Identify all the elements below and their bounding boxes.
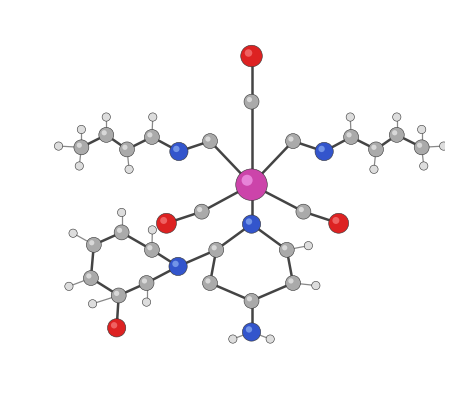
- Circle shape: [142, 278, 147, 283]
- Circle shape: [202, 276, 218, 290]
- Circle shape: [197, 207, 202, 212]
- Circle shape: [55, 142, 63, 150]
- Circle shape: [86, 273, 91, 278]
- Circle shape: [194, 204, 209, 219]
- Circle shape: [114, 291, 119, 296]
- Circle shape: [296, 204, 311, 219]
- Circle shape: [86, 237, 101, 252]
- Circle shape: [149, 113, 157, 121]
- Circle shape: [371, 145, 376, 150]
- Circle shape: [77, 125, 85, 134]
- Circle shape: [122, 145, 128, 150]
- Circle shape: [148, 226, 156, 234]
- Circle shape: [75, 162, 83, 170]
- Circle shape: [205, 137, 210, 142]
- Circle shape: [418, 125, 426, 134]
- Circle shape: [142, 298, 151, 306]
- Circle shape: [299, 207, 304, 212]
- Circle shape: [117, 228, 122, 233]
- Circle shape: [282, 245, 287, 250]
- Circle shape: [99, 127, 114, 142]
- Circle shape: [145, 242, 159, 257]
- Circle shape: [344, 129, 359, 144]
- Circle shape: [139, 276, 154, 290]
- Circle shape: [304, 242, 312, 250]
- Circle shape: [205, 278, 210, 283]
- Circle shape: [102, 113, 110, 121]
- Circle shape: [319, 146, 325, 152]
- Circle shape: [244, 94, 259, 109]
- Circle shape: [145, 129, 159, 144]
- Circle shape: [346, 132, 352, 137]
- Circle shape: [241, 45, 262, 67]
- Circle shape: [69, 229, 77, 237]
- Circle shape: [101, 130, 107, 135]
- Circle shape: [242, 175, 253, 186]
- Circle shape: [89, 300, 97, 308]
- Circle shape: [160, 217, 167, 224]
- Circle shape: [89, 240, 94, 245]
- Circle shape: [156, 213, 176, 233]
- Circle shape: [114, 225, 129, 240]
- Circle shape: [288, 137, 293, 142]
- Circle shape: [246, 218, 252, 225]
- Circle shape: [111, 288, 126, 303]
- Circle shape: [279, 242, 294, 257]
- Circle shape: [288, 278, 293, 283]
- Circle shape: [392, 113, 401, 121]
- Circle shape: [389, 127, 404, 142]
- Circle shape: [119, 142, 135, 157]
- Circle shape: [118, 208, 126, 217]
- Circle shape: [346, 113, 355, 121]
- Circle shape: [242, 215, 261, 233]
- Circle shape: [242, 323, 261, 341]
- Circle shape: [202, 134, 218, 149]
- Circle shape: [169, 257, 187, 276]
- Circle shape: [236, 169, 267, 200]
- Circle shape: [228, 335, 237, 343]
- Circle shape: [247, 296, 252, 301]
- Circle shape: [285, 276, 301, 290]
- Circle shape: [370, 165, 378, 173]
- Circle shape: [392, 130, 397, 135]
- Circle shape: [83, 271, 99, 286]
- Circle shape: [285, 134, 301, 149]
- Circle shape: [209, 242, 224, 257]
- Circle shape: [247, 97, 252, 102]
- Circle shape: [246, 326, 252, 333]
- Circle shape: [419, 162, 428, 170]
- Circle shape: [77, 143, 82, 148]
- Circle shape: [147, 132, 153, 137]
- Circle shape: [332, 217, 339, 224]
- Circle shape: [125, 165, 133, 173]
- Circle shape: [74, 140, 89, 155]
- Circle shape: [312, 281, 320, 290]
- Circle shape: [173, 261, 179, 267]
- Circle shape: [111, 322, 117, 329]
- Circle shape: [211, 245, 217, 250]
- Circle shape: [245, 49, 252, 57]
- Circle shape: [414, 140, 429, 155]
- Circle shape: [244, 293, 259, 308]
- Circle shape: [328, 213, 349, 233]
- Circle shape: [173, 146, 180, 152]
- Circle shape: [108, 319, 126, 337]
- Circle shape: [170, 142, 188, 161]
- Circle shape: [417, 143, 422, 148]
- Circle shape: [439, 142, 448, 150]
- Circle shape: [369, 142, 383, 157]
- Circle shape: [65, 282, 73, 290]
- Circle shape: [147, 245, 153, 250]
- Circle shape: [266, 335, 274, 343]
- Circle shape: [315, 142, 333, 161]
